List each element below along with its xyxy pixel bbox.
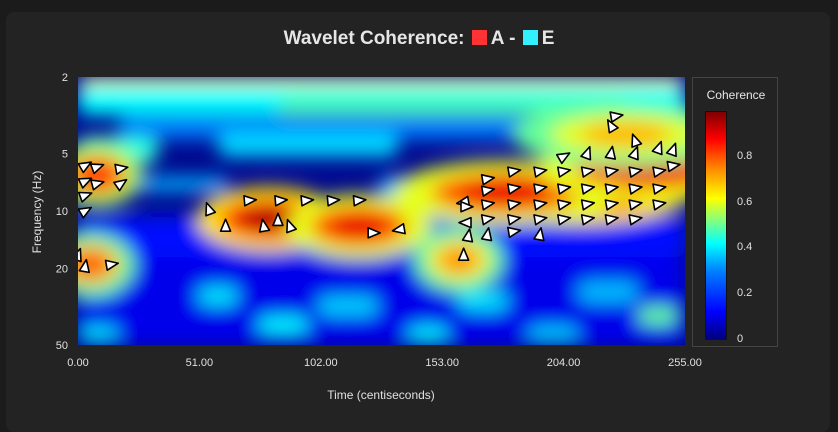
phase-arrow: [326, 195, 341, 207]
phase-arrow: [651, 140, 663, 156]
phase-arrow: [609, 111, 624, 123]
phase-arrow: [219, 218, 232, 232]
phase-arrow: [533, 227, 545, 242]
phase-arrow: [557, 166, 572, 178]
colorbar-gradient: [705, 111, 727, 340]
phase-arrow: [114, 163, 129, 176]
colorbar-tick-label: 0.8: [737, 149, 753, 162]
phase-arrow: [533, 199, 548, 211]
phase-arrow: [652, 166, 667, 178]
series-a-label: A: [490, 28, 504, 49]
phase-arrow: [78, 247, 82, 263]
phase-arrow: [627, 145, 639, 161]
phase-arrow: [90, 179, 105, 191]
title-prefix: Wavelet Coherence:: [283, 28, 465, 49]
phase-arrow: [628, 183, 643, 195]
phase-arrow: [78, 191, 93, 203]
phase-arrow: [580, 145, 592, 161]
colorbar-tick-label: 0: [737, 333, 744, 345]
phase-arrow: [480, 185, 496, 197]
phase-arrow: [258, 218, 271, 233]
phase-arrow: [533, 214, 548, 226]
phase-arrow: [457, 247, 470, 261]
series-b-swatch: [522, 30, 538, 45]
phase-arrow: [628, 199, 643, 211]
phase-arrow: [533, 183, 548, 195]
colorbar-tick-label: 0.6: [737, 195, 753, 208]
phase-arrow: [628, 214, 643, 226]
phase-arrow: [274, 195, 289, 207]
phase-arrow: [604, 183, 619, 195]
phase-arrow: [243, 195, 258, 207]
phase-arrow: [507, 214, 522, 226]
phase-arrow: [652, 183, 667, 195]
series-b-label: E: [541, 28, 555, 49]
phase-arrow: [300, 195, 315, 207]
phase-arrow: [604, 214, 619, 226]
phase-arrow: [604, 145, 617, 160]
phase-arrow: [666, 160, 681, 173]
phase-arrow: [480, 227, 493, 242]
phase-arrow: [665, 142, 677, 158]
phase-arrow: [604, 166, 619, 178]
phase-arrow: [352, 195, 367, 207]
phase-arrow: [89, 163, 105, 175]
phase-arrow: [78, 177, 93, 189]
phase-arrow: [480, 214, 496, 226]
phase-arrow: [606, 119, 619, 134]
colorbar-tick-label: 0.2: [737, 287, 753, 300]
title-dash: -: [509, 28, 516, 49]
series-a-swatch: [471, 30, 487, 45]
phase-arrow: [604, 199, 619, 211]
phase-arrow: [533, 166, 548, 178]
phase-arrow: [628, 166, 643, 178]
phase-arrow: [480, 174, 496, 186]
phase-arrow: [78, 258, 90, 274]
phase-arrow: [391, 222, 406, 235]
phase-arrow: [507, 166, 522, 178]
phase-arrow: [580, 183, 596, 195]
colorbar-title: Coherence: [706, 88, 766, 102]
phase-arrow: [480, 199, 496, 211]
coherence-heatmap[interactable]: [78, 77, 685, 345]
phase-arrow: [580, 199, 596, 211]
phase-arrow: [507, 199, 522, 211]
phase-arrow: [104, 259, 120, 272]
phase-arrow: [78, 161, 93, 174]
colorbar-legend: Coherence 0.8 0.6 0.4 0.2 0: [692, 77, 778, 347]
phase-arrow: [507, 183, 522, 195]
phase-arrow: [652, 199, 667, 211]
phase-arrow: [205, 201, 217, 217]
phase-arrow: [367, 227, 381, 239]
chart-title: Wavelet Coherence: A - E: [0, 28, 838, 50]
phase-arrow: [580, 166, 596, 178]
phase-arrow: [507, 226, 522, 239]
phase-arrow: [460, 200, 474, 213]
phase-arrow: [286, 218, 298, 234]
colorbar-tick-label: 0.4: [737, 241, 753, 254]
phase-arrow: [458, 216, 472, 229]
phase-arrow: [557, 183, 572, 195]
phase-arrow: [113, 178, 128, 192]
phase-arrow: [461, 228, 474, 243]
phase-arrow: [580, 214, 596, 226]
phase-arrow: [555, 152, 571, 165]
phase-arrow: [631, 133, 643, 148]
phase-arrow: [557, 199, 572, 211]
phase-arrow: [272, 212, 284, 227]
heatmap-svg: [78, 77, 685, 345]
phase-arrow: [557, 214, 572, 226]
phase-arrow: [78, 206, 93, 219]
